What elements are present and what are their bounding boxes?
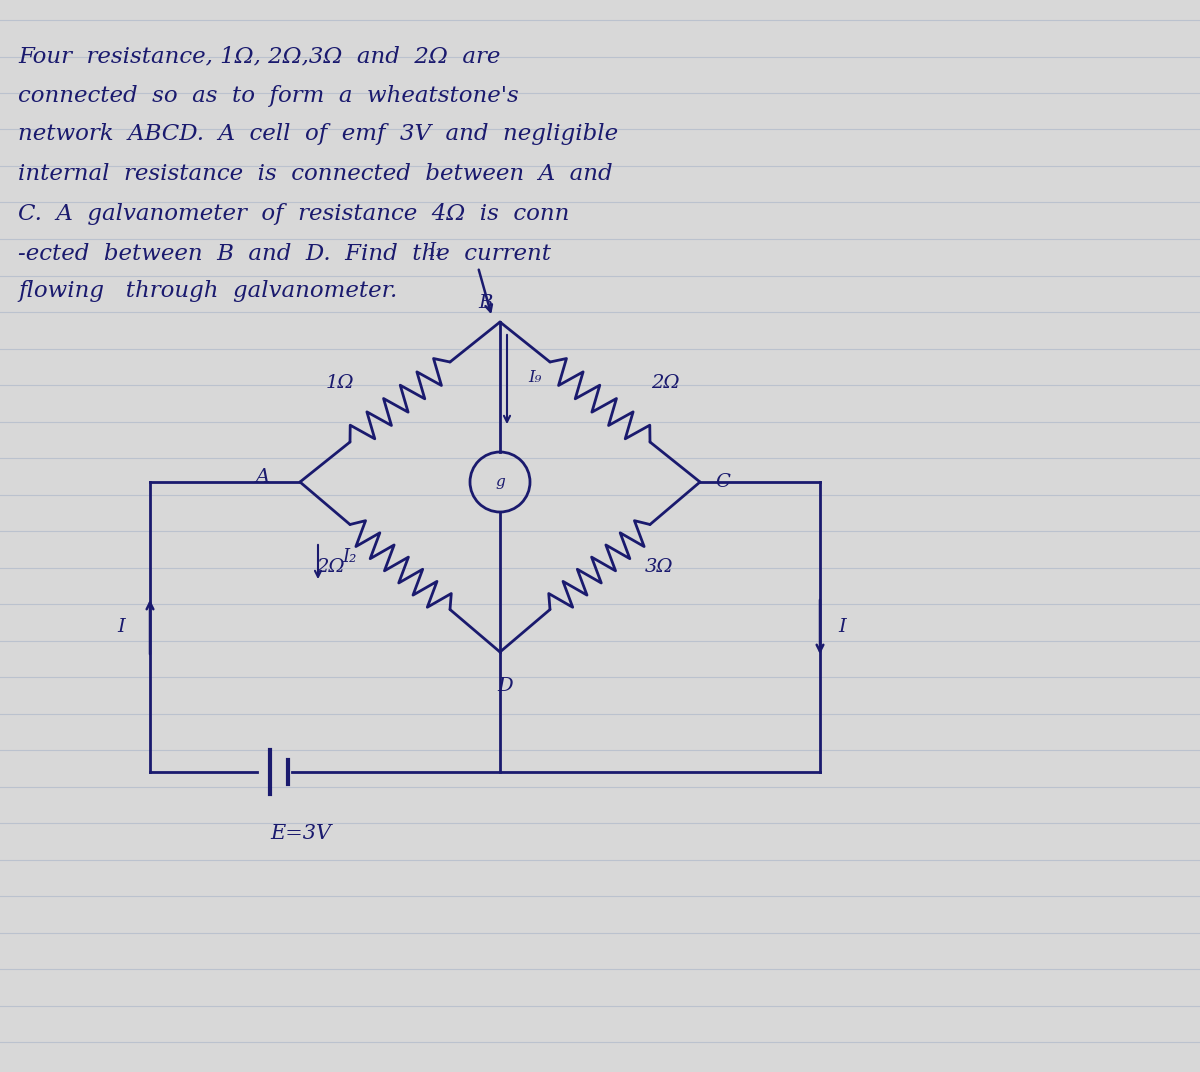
Text: I₂: I₂ xyxy=(342,548,356,566)
Text: Four  resistance, 1Ω, 2Ω,3Ω  and  2Ω  are: Four resistance, 1Ω, 2Ω,3Ω and 2Ω are xyxy=(18,45,500,68)
Text: A: A xyxy=(256,468,270,486)
Text: 2Ω: 2Ω xyxy=(317,559,346,576)
Text: D: D xyxy=(497,678,512,695)
Text: 1Ω: 1Ω xyxy=(325,374,354,392)
Text: 2Ω: 2Ω xyxy=(650,374,679,392)
Text: I₉: I₉ xyxy=(528,369,541,386)
Text: C.  A  galvanometer  of  resistance  4Ω  is  conn: C. A galvanometer of resistance 4Ω is co… xyxy=(18,203,569,225)
Text: g: g xyxy=(496,475,505,489)
Text: I₁: I₁ xyxy=(428,242,442,260)
Text: I: I xyxy=(118,617,125,636)
Text: I: I xyxy=(838,617,846,636)
Text: internal  resistance  is  connected  between  A  and: internal resistance is connected between… xyxy=(18,163,613,185)
Text: network  ABCD.  A  cell  of  emf  3V  and  negligible: network ABCD. A cell of emf 3V and negli… xyxy=(18,123,618,145)
Text: B: B xyxy=(478,294,492,312)
Text: connected  so  as  to  form  a  wheatstone's: connected so as to form a wheatstone's xyxy=(18,85,518,107)
Text: 3Ω: 3Ω xyxy=(646,559,673,576)
Text: C: C xyxy=(715,473,730,491)
Text: E=3V: E=3V xyxy=(270,824,331,843)
Text: -ected  between  B  and  D.  Find  the  current: -ected between B and D. Find the current xyxy=(18,243,551,265)
Text: flowing   through  galvanometer.: flowing through galvanometer. xyxy=(18,280,397,302)
